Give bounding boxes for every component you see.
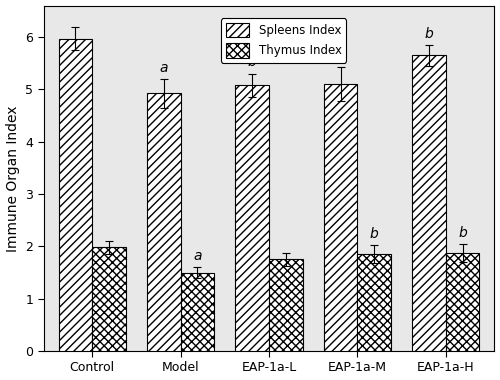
Text: b: b [248, 55, 256, 70]
Bar [58, 38, 92, 351]
Bar [324, 84, 358, 351]
Text: b: b [370, 227, 378, 241]
Bar [412, 55, 446, 351]
Bar [92, 247, 126, 351]
Text: a: a [193, 249, 202, 263]
Text: a: a [160, 61, 168, 74]
Y-axis label: Immune Organ Index: Immune Organ Index [6, 105, 20, 252]
Text: b: b [336, 49, 345, 63]
Bar [180, 272, 214, 351]
Bar [269, 260, 302, 351]
Bar [236, 85, 269, 351]
Bar [147, 93, 180, 351]
Bar [358, 254, 391, 351]
Text: b: b [424, 27, 434, 41]
Text: b: b [458, 226, 467, 239]
Legend: Spleens Index, Thymus Index: Spleens Index, Thymus Index [221, 18, 346, 63]
Bar [446, 253, 480, 351]
